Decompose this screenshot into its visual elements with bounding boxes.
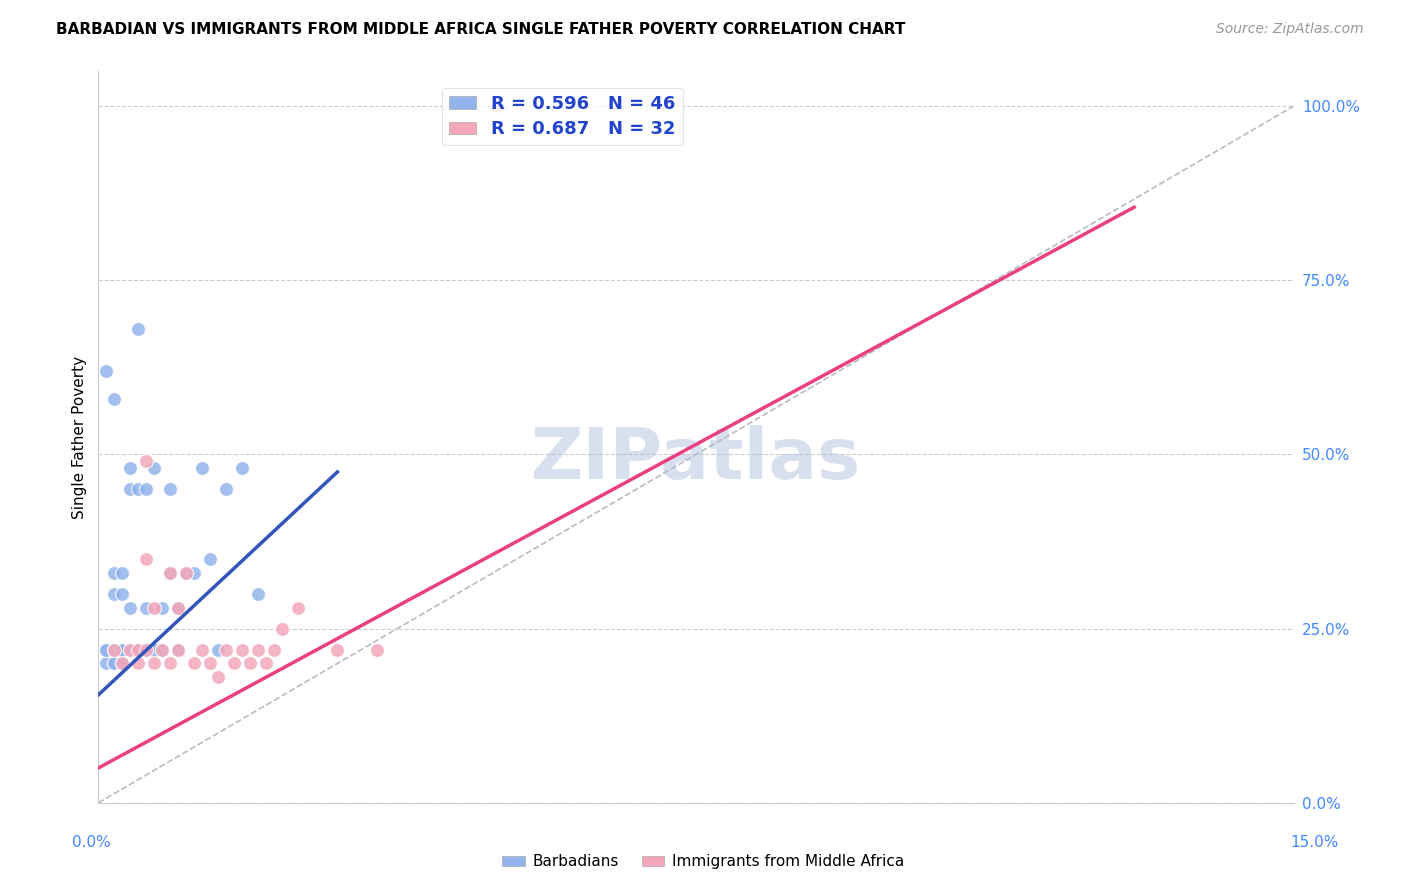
Text: ZIPatlas: ZIPatlas	[531, 425, 860, 493]
Point	[103, 642, 125, 657]
Point	[96, 642, 118, 657]
Point	[120, 600, 142, 615]
Point	[111, 642, 134, 657]
Point	[254, 657, 277, 671]
Point	[111, 566, 134, 580]
Point	[198, 552, 221, 566]
Point	[96, 657, 118, 671]
Point	[127, 642, 149, 657]
Point	[231, 642, 253, 657]
Point	[150, 642, 173, 657]
Text: BARBADIAN VS IMMIGRANTS FROM MIDDLE AFRICA SINGLE FATHER POVERTY CORRELATION CHA: BARBADIAN VS IMMIGRANTS FROM MIDDLE AFRI…	[56, 22, 905, 37]
Point	[159, 566, 181, 580]
Point	[207, 642, 229, 657]
Point	[167, 642, 190, 657]
Point	[103, 566, 125, 580]
Text: Source: ZipAtlas.com: Source: ZipAtlas.com	[1216, 22, 1364, 37]
Point	[103, 657, 125, 671]
Point	[198, 657, 221, 671]
Point	[174, 566, 197, 580]
Point	[287, 600, 309, 615]
Point	[103, 587, 125, 601]
Point	[96, 642, 118, 657]
Point	[127, 642, 149, 657]
Point	[270, 622, 292, 636]
Point	[222, 657, 245, 671]
Point	[150, 642, 173, 657]
Point	[143, 461, 166, 475]
Point	[215, 642, 238, 657]
Text: 15.0%: 15.0%	[1291, 836, 1339, 850]
Point	[127, 483, 149, 497]
Point	[183, 566, 205, 580]
Point	[167, 600, 190, 615]
Point	[143, 642, 166, 657]
Point	[246, 642, 269, 657]
Point	[263, 642, 285, 657]
Point	[326, 642, 349, 657]
Point	[96, 642, 118, 657]
Point	[135, 454, 157, 468]
Point	[103, 642, 125, 657]
Point	[111, 642, 134, 657]
Point	[191, 642, 214, 657]
Point	[120, 642, 142, 657]
Point	[96, 364, 118, 378]
Point	[103, 642, 125, 657]
Point	[191, 461, 214, 475]
Point	[246, 587, 269, 601]
Point	[150, 600, 173, 615]
Point	[127, 657, 149, 671]
Point	[159, 657, 181, 671]
Point	[159, 566, 181, 580]
Point	[120, 483, 142, 497]
Point	[135, 642, 157, 657]
Point	[135, 483, 157, 497]
Point	[127, 642, 149, 657]
Point	[135, 552, 157, 566]
Point	[111, 657, 134, 671]
Point	[183, 657, 205, 671]
Point	[366, 642, 388, 657]
Point	[215, 483, 238, 497]
Point	[231, 461, 253, 475]
Point	[103, 657, 125, 671]
Point	[111, 587, 134, 601]
Point	[135, 600, 157, 615]
Legend: R = 0.596   N = 46, R = 0.687   N = 32: R = 0.596 N = 46, R = 0.687 N = 32	[441, 87, 682, 145]
Point	[127, 322, 149, 336]
Point	[167, 642, 190, 657]
Point	[159, 483, 181, 497]
Legend: Barbadians, Immigrants from Middle Africa: Barbadians, Immigrants from Middle Afric…	[495, 848, 911, 875]
Y-axis label: Single Father Poverty: Single Father Poverty	[72, 356, 87, 518]
Point	[167, 600, 190, 615]
Point	[207, 670, 229, 684]
Point	[111, 657, 134, 671]
Point	[120, 461, 142, 475]
Point	[103, 392, 125, 406]
Point	[174, 566, 197, 580]
Point	[120, 642, 142, 657]
Point	[103, 657, 125, 671]
Text: 0.0%: 0.0%	[72, 836, 111, 850]
Point	[111, 657, 134, 671]
Point	[143, 657, 166, 671]
Point	[485, 99, 508, 113]
Point	[135, 642, 157, 657]
Point	[143, 600, 166, 615]
Point	[239, 657, 262, 671]
